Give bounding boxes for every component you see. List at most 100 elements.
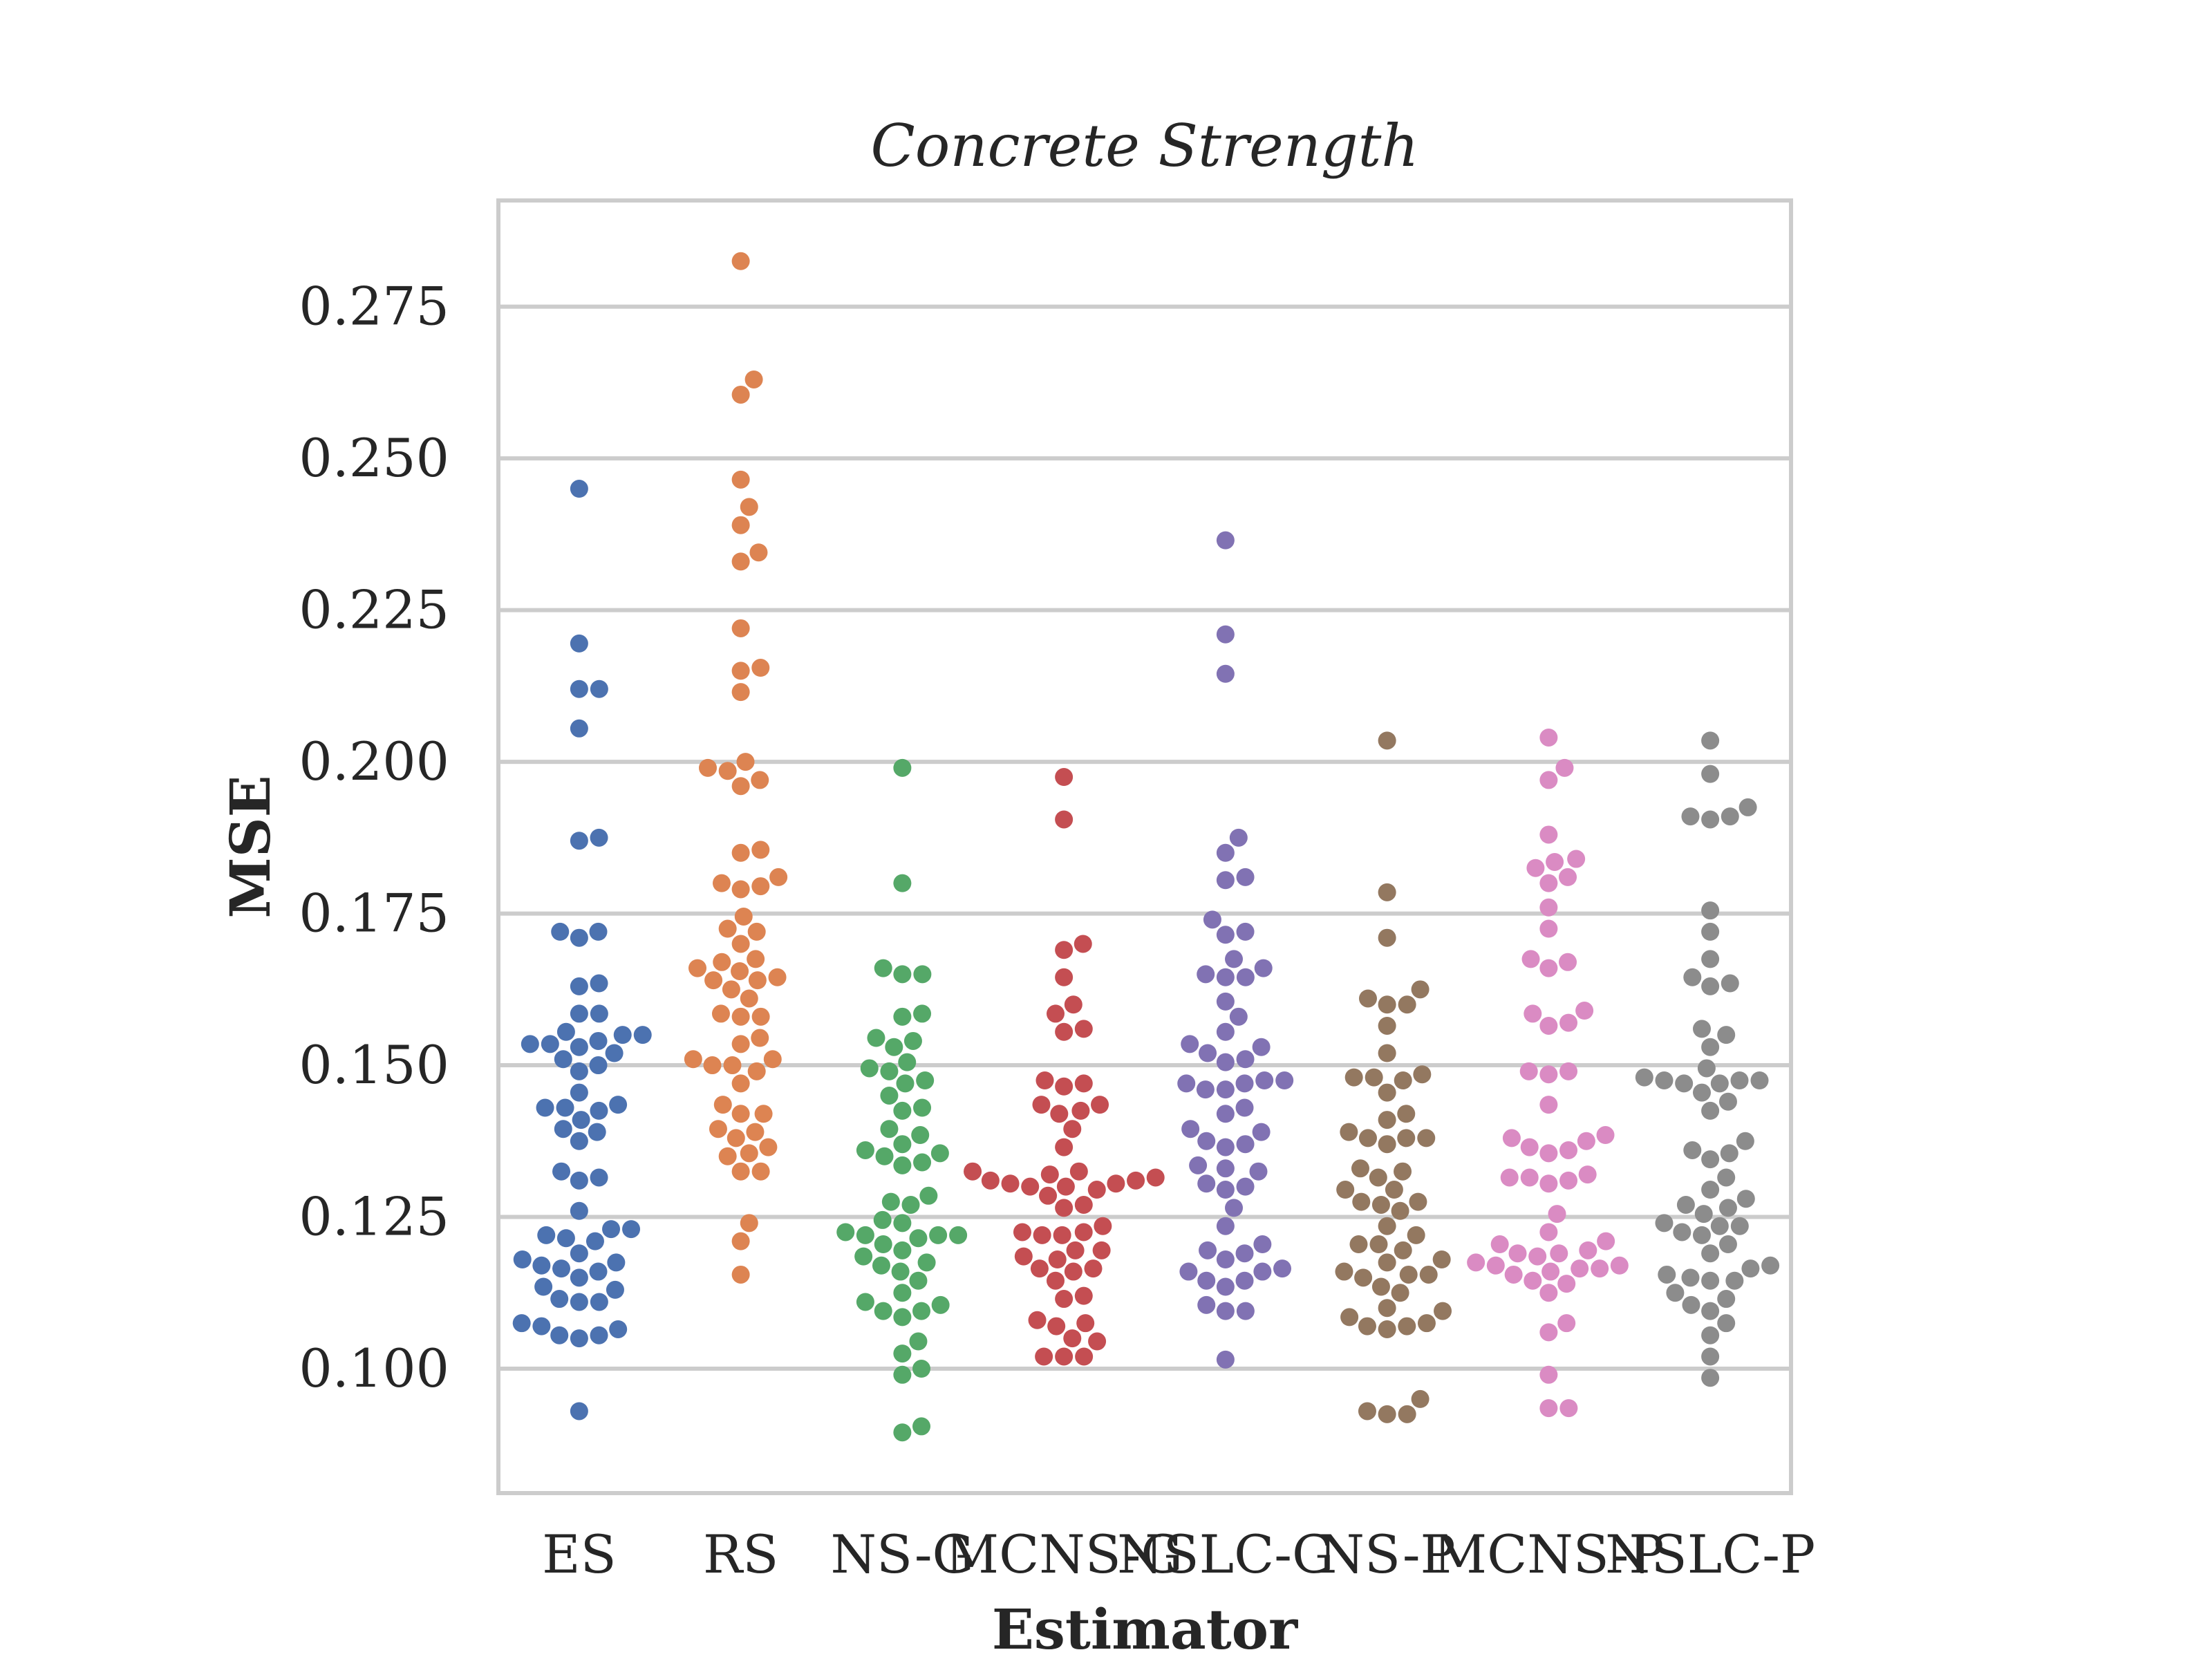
data-point <box>1701 810 1720 829</box>
data-point <box>759 1138 778 1156</box>
data-point <box>1508 1244 1527 1263</box>
data-point <box>740 498 758 516</box>
data-point <box>1064 995 1082 1014</box>
data-point <box>1203 910 1221 929</box>
data-point <box>570 832 588 850</box>
data-point <box>1216 1080 1235 1099</box>
data-point <box>1236 868 1255 886</box>
data-point <box>589 1031 608 1050</box>
data-point <box>1397 1105 1416 1123</box>
data-point <box>1736 1132 1754 1150</box>
y-tick-label: 0.275 <box>299 276 449 337</box>
data-point <box>609 1320 628 1338</box>
data-point <box>1252 1123 1271 1141</box>
data-point <box>1701 1302 1720 1320</box>
data-point <box>1236 968 1255 986</box>
data-point <box>1546 852 1564 871</box>
data-point <box>731 1035 750 1053</box>
y-tick-label: 0.200 <box>299 731 449 792</box>
data-point <box>570 1293 588 1311</box>
data-point <box>1683 968 1702 986</box>
data-point <box>590 1101 608 1120</box>
data-point <box>1658 1265 1676 1284</box>
data-point <box>1761 1256 1780 1275</box>
data-point <box>1046 1004 1065 1023</box>
data-point <box>1378 1083 1396 1102</box>
data-point <box>893 1214 912 1232</box>
data-point <box>1216 1105 1235 1123</box>
data-point <box>1040 1165 1059 1184</box>
data-point <box>731 619 750 637</box>
data-point <box>1358 1317 1376 1335</box>
x-tick-label: ES <box>542 1524 617 1585</box>
data-point <box>1069 1162 1088 1181</box>
data-point <box>860 1059 879 1078</box>
data-point <box>713 953 731 971</box>
data-point <box>751 841 770 859</box>
y-tick-label: 0.175 <box>299 883 449 944</box>
data-point <box>1655 1071 1674 1090</box>
data-point <box>1035 1347 1053 1366</box>
x-tick-label: NS-P <box>1319 1524 1456 1585</box>
data-point <box>893 1284 912 1302</box>
data-point <box>1610 1256 1629 1275</box>
data-point <box>731 385 750 404</box>
data-point <box>1055 1347 1074 1366</box>
data-point <box>1033 1226 1051 1244</box>
data-point <box>556 1229 575 1248</box>
data-point <box>1378 928 1396 947</box>
data-point <box>1550 1244 1568 1263</box>
data-point <box>885 1038 903 1056</box>
data-point <box>893 1365 912 1384</box>
data-point <box>1701 901 1720 920</box>
data-point <box>1701 1326 1720 1344</box>
data-point <box>723 1056 742 1075</box>
data-point <box>1391 1201 1409 1220</box>
data-point <box>1394 1071 1412 1090</box>
data-point <box>704 971 723 990</box>
data-point <box>893 1135 912 1154</box>
x-tick-label: NSLC-G <box>1117 1524 1334 1585</box>
data-point <box>1074 1074 1093 1093</box>
data-point <box>1675 1074 1694 1093</box>
data-point <box>893 965 912 984</box>
data-point <box>751 1162 770 1181</box>
data-point <box>1725 1271 1744 1290</box>
data-point <box>1252 1038 1271 1056</box>
data-point <box>929 1226 948 1244</box>
data-point <box>1697 1059 1716 1078</box>
x-tick-label: NSLC-P <box>1605 1524 1815 1585</box>
data-point <box>703 1056 722 1075</box>
data-point <box>1229 828 1248 847</box>
data-point <box>570 1132 588 1150</box>
x-tick-label: MCNS-G <box>945 1524 1183 1585</box>
data-point <box>1681 807 1700 826</box>
data-point <box>1055 1199 1074 1217</box>
data-point <box>754 1105 773 1123</box>
data-point <box>1035 1071 1054 1090</box>
data-point <box>836 1223 855 1241</box>
data-point <box>1378 995 1396 1014</box>
data-point <box>1053 1226 1071 1244</box>
x-tick-label: RS <box>703 1524 778 1585</box>
data-point <box>1216 1159 1235 1178</box>
data-point <box>909 1271 928 1290</box>
data-point <box>1216 926 1235 944</box>
data-point <box>1419 1265 1438 1284</box>
data-point <box>1216 1138 1235 1156</box>
data-point <box>893 758 912 777</box>
data-point <box>1500 1168 1519 1187</box>
data-point <box>590 828 608 847</box>
data-point <box>747 1062 766 1080</box>
data-point <box>1409 1192 1427 1211</box>
data-point <box>1055 1290 1074 1309</box>
data-point <box>1055 1138 1074 1156</box>
data-point <box>1216 871 1235 890</box>
data-point <box>1378 1111 1396 1130</box>
data-point <box>1050 1105 1069 1123</box>
data-point <box>1559 1013 1578 1032</box>
data-point <box>1197 1271 1216 1290</box>
data-point <box>589 1056 608 1075</box>
data-point <box>1216 625 1235 644</box>
data-point <box>688 959 707 977</box>
